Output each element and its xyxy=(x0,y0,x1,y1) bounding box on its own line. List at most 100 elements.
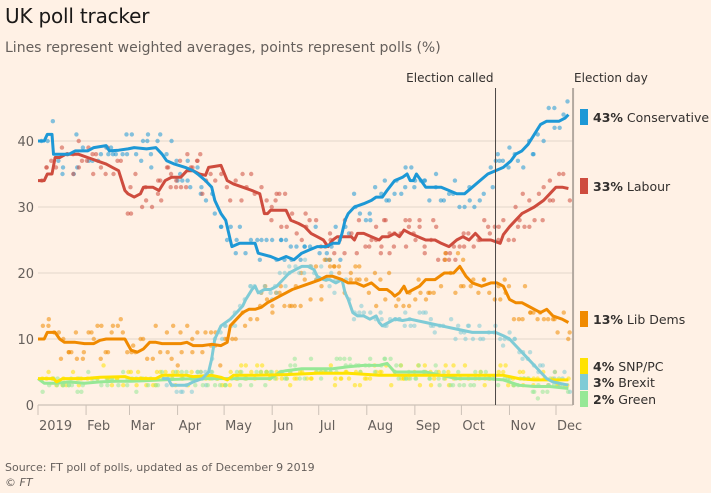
poll-point xyxy=(552,369,558,375)
poll-point xyxy=(40,323,46,328)
poll-point xyxy=(426,290,431,295)
poll-point xyxy=(498,363,503,368)
poll-point xyxy=(435,257,441,262)
poll-point xyxy=(348,270,354,276)
x-tick-label: Sep xyxy=(416,419,441,434)
poll-point xyxy=(386,198,392,203)
poll-point xyxy=(269,369,275,375)
poll-point xyxy=(511,317,517,322)
poll-point xyxy=(466,231,471,236)
poll-point xyxy=(263,383,268,388)
poll-point xyxy=(453,336,458,342)
poll-point xyxy=(81,350,87,355)
poll-point xyxy=(165,350,170,355)
poll-point xyxy=(477,323,482,328)
poll-point xyxy=(428,317,434,322)
poll-point xyxy=(423,310,428,315)
poll-point xyxy=(58,356,64,361)
poll-point xyxy=(368,310,373,315)
poll-point xyxy=(427,376,433,381)
poll-point xyxy=(159,369,165,375)
poll-point xyxy=(44,165,49,170)
poll-point xyxy=(46,369,51,375)
poll-point xyxy=(545,317,551,322)
poll-point xyxy=(364,376,369,381)
poll-point xyxy=(279,237,284,243)
poll-point xyxy=(50,119,56,124)
poll-point xyxy=(359,303,364,309)
poll-point xyxy=(342,356,347,361)
poll-point xyxy=(150,356,156,361)
poll-chart: 0 10 20 30 40 2019 Feb Mar Apr May Jun Jul Aug Sep Oct… xyxy=(17,71,709,434)
poll-point xyxy=(336,264,342,269)
poll-point xyxy=(368,218,373,223)
poll-point xyxy=(121,383,126,388)
poll-point xyxy=(111,171,116,177)
poll-point xyxy=(180,178,185,183)
poll-point xyxy=(460,257,466,262)
poll-point xyxy=(427,198,432,203)
poll-point xyxy=(540,389,545,394)
poll-point xyxy=(527,224,532,229)
poll-point xyxy=(185,152,190,157)
poll-point xyxy=(308,356,314,361)
poll-point xyxy=(174,389,179,394)
poll-point xyxy=(200,383,206,388)
poll-point xyxy=(506,237,511,243)
series-line-conservative xyxy=(38,113,570,262)
legend-value: 43% xyxy=(593,110,623,125)
poll-point xyxy=(237,224,243,229)
poll-point xyxy=(243,251,248,256)
poll-point xyxy=(423,297,429,302)
poll-point xyxy=(457,244,462,249)
poll-point xyxy=(319,284,324,289)
poll-point xyxy=(212,211,218,216)
poll-point xyxy=(349,231,354,236)
poll-point xyxy=(472,204,477,210)
poll-point xyxy=(198,152,203,157)
poll-point xyxy=(453,257,458,262)
poll-point xyxy=(164,152,169,157)
poll-point xyxy=(212,383,218,388)
poll-point xyxy=(520,191,525,196)
poll-point xyxy=(522,224,527,229)
poll-point xyxy=(379,317,384,322)
poll-point xyxy=(401,303,406,309)
poll-point xyxy=(302,277,307,282)
poll-point xyxy=(407,376,413,381)
poll-point xyxy=(227,198,233,203)
legend-swatch-brexit xyxy=(580,374,588,390)
poll-point xyxy=(90,171,96,177)
poll-point xyxy=(158,132,163,137)
poll-point xyxy=(378,251,384,256)
poll-point xyxy=(198,369,204,375)
poll-point xyxy=(467,198,472,203)
poll-point xyxy=(287,383,293,388)
poll-point xyxy=(378,310,383,315)
poll-point xyxy=(319,297,324,302)
poll-point xyxy=(492,224,498,229)
poll-point xyxy=(461,383,467,388)
poll-point xyxy=(128,185,133,190)
poll-point xyxy=(416,277,421,282)
poll-point xyxy=(481,277,486,282)
poll-point xyxy=(357,310,362,315)
poll-point xyxy=(497,336,503,342)
poll-point xyxy=(258,369,264,375)
poll-point xyxy=(485,224,491,229)
poll-point xyxy=(364,277,369,282)
poll-point xyxy=(432,330,437,335)
poll-point xyxy=(471,383,477,388)
poll-point xyxy=(116,383,121,388)
poll-point xyxy=(373,224,379,229)
poll-point xyxy=(185,158,190,163)
poll-point xyxy=(175,363,180,368)
x-tick-label: Apr xyxy=(179,419,202,434)
poll-point xyxy=(234,369,240,375)
poll-point xyxy=(367,211,372,216)
poll-point xyxy=(382,178,388,183)
poll-point xyxy=(379,369,384,375)
poll-point xyxy=(347,356,352,361)
poll-point xyxy=(461,244,467,249)
poll-point xyxy=(80,356,86,361)
